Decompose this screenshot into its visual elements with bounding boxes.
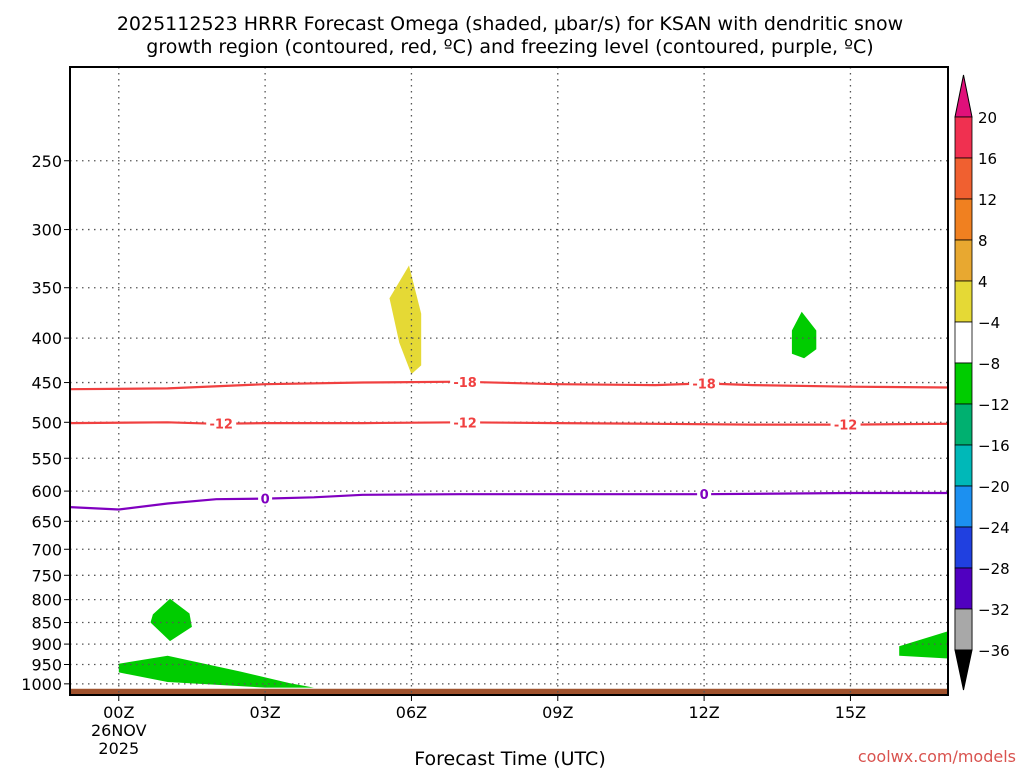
y-tick-label: 650 <box>31 512 62 531</box>
colorbar-segment <box>954 362 973 405</box>
contour-label: 0 <box>700 488 709 503</box>
x-axis-label: Forecast Time (UTC) <box>414 748 605 768</box>
contour-line <box>69 380 949 391</box>
colorbar-segment <box>954 157 973 200</box>
colorbar-tick-label: −4 <box>978 314 1000 332</box>
temperature-contours: -18 -18 -12 -12 -12 0 0 <box>69 373 949 511</box>
chart-title-line-1: 2025112523 HRRR Forecast Omega (shaded, … <box>117 13 903 35</box>
contour-label: -12 <box>209 418 233 433</box>
colorbar-segment <box>954 485 973 528</box>
x-tick-label: 15Z <box>835 703 866 722</box>
contour-label-background <box>697 486 712 502</box>
colorbar-tick-label: −16 <box>978 437 1010 455</box>
contour-label-background <box>450 414 481 430</box>
y-tick-label: 600 <box>31 482 62 501</box>
contour-line <box>69 491 948 511</box>
x-tick-date-label: 26NOV <box>91 721 147 740</box>
y-tick-label: 250 <box>31 152 62 171</box>
colorbar-segment <box>954 239 973 282</box>
contour-label: -18 <box>692 377 716 392</box>
omega-colorbar: 20 16 12 8 4 −4 −8 −12 −16 −20 −24 −28 −32 −36 <box>954 74 1010 691</box>
omega-shaded-region <box>899 631 948 659</box>
colorbar-bottom-arrow <box>954 649 973 691</box>
contour-label-background <box>258 490 273 506</box>
y-tick-label: 950 <box>31 655 62 674</box>
site-credit[interactable]: coolwx.com/models <box>858 747 1016 766</box>
colorbar-tick-label: 4 <box>978 273 988 291</box>
contour-label-background <box>206 415 237 431</box>
colorbar-segment <box>954 280 973 323</box>
contour-label-background <box>689 375 720 391</box>
y-tick-label: 900 <box>31 635 62 654</box>
contour-label-background <box>830 416 861 432</box>
colorbar-segment <box>954 567 973 610</box>
terrain-ground <box>70 688 948 695</box>
omega-shaded-region <box>150 598 192 642</box>
y-tick-label: 500 <box>31 413 62 432</box>
omega-shaded-region <box>389 265 422 375</box>
colorbar-segment <box>954 321 973 364</box>
colorbar-tick-label: −24 <box>978 519 1010 537</box>
x-tick-label: 00Z <box>103 703 134 722</box>
x-tick-label: 12Z <box>688 703 719 722</box>
y-tick-label: 850 <box>31 614 62 633</box>
y-tick-label: 1000 <box>21 675 62 694</box>
grid-lines <box>70 67 948 695</box>
contour-line <box>69 421 949 426</box>
y-tick-label: 450 <box>31 374 62 393</box>
omega-shaded-region <box>118 655 314 688</box>
colorbar-tick-label: −28 <box>978 560 1010 578</box>
y-tick-label: 300 <box>31 221 62 240</box>
y-tick-label: 750 <box>31 566 62 585</box>
contour-label: 0 <box>261 493 270 508</box>
colorbar-tick-label: 8 <box>978 232 988 250</box>
y-tick-label: 700 <box>31 540 62 559</box>
y-tick-label: 550 <box>31 449 62 468</box>
plot-frame <box>69 66 949 696</box>
colorbar-top-arrow <box>954 74 973 118</box>
colorbar-segment <box>954 444 973 487</box>
x-tick-date-label: 2025 <box>98 739 139 758</box>
pressure-axis: 250 300 350 400 450 500 550 600 650 700 750 800 850 9… <box>21 152 70 694</box>
colorbar-segment <box>954 608 973 651</box>
contour-label: -12 <box>453 416 477 431</box>
colorbar-tick-label: −12 <box>978 396 1010 414</box>
contour-label: -18 <box>453 376 477 391</box>
colorbar-tick-label: −8 <box>978 355 1000 373</box>
y-tick-label: 800 <box>31 591 62 610</box>
colorbar-tick-label: 20 <box>978 109 997 127</box>
x-tick-label: 06Z <box>396 703 427 722</box>
omega-shaded-region <box>791 311 817 359</box>
omega-shading <box>70 265 948 695</box>
colorbar-segment <box>954 526 973 569</box>
colorbar-tick-label: 16 <box>978 150 997 168</box>
chart-title-line-2: growth region (contoured, red, ºC) and f… <box>146 36 873 58</box>
colorbar-tick-label: 12 <box>978 191 997 209</box>
contour-label: -12 <box>834 419 858 434</box>
colorbar-tick-label: −20 <box>978 478 1010 496</box>
y-tick-label: 350 <box>31 279 62 298</box>
colorbar-tick-label: −32 <box>978 601 1010 619</box>
x-tick-label: 03Z <box>249 703 280 722</box>
colorbar-segment <box>954 403 973 446</box>
colorbar-tick-label: −36 <box>978 642 1010 660</box>
colorbar-segment <box>954 116 973 159</box>
x-tick-label: 09Z <box>542 703 573 722</box>
y-tick-label: 400 <box>31 329 62 348</box>
contour-label-background <box>450 373 481 389</box>
colorbar-segment <box>954 198 973 241</box>
